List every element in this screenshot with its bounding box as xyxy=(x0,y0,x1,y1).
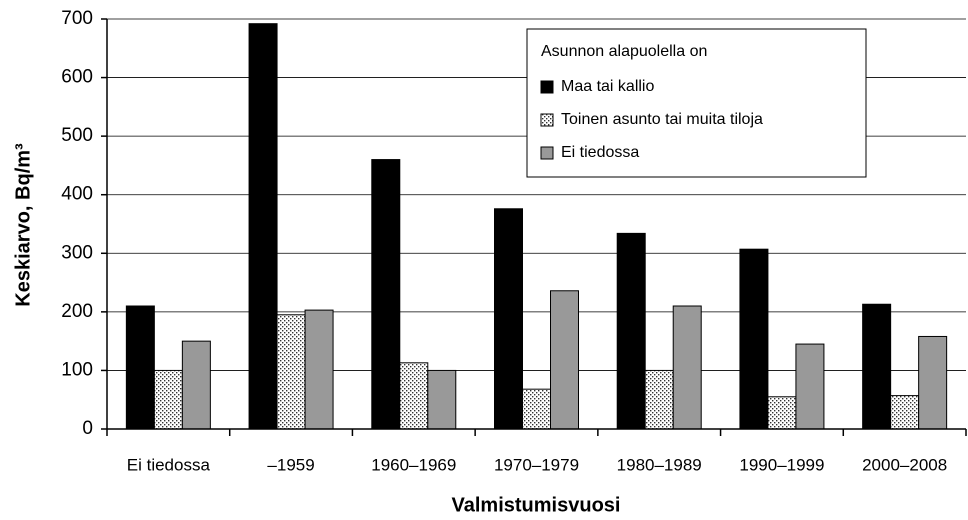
legend-title: Asunnon alapuolella on xyxy=(541,43,707,60)
bar xyxy=(153,369,183,430)
x-tick-label: –1959 xyxy=(267,455,314,474)
bar xyxy=(248,23,278,430)
bar xyxy=(862,303,892,430)
x-tick-label: 2000–2008 xyxy=(862,455,947,474)
x-tick-label: Ei tiedossa xyxy=(127,455,211,474)
y-tick-label: 300 xyxy=(61,242,93,263)
legend-label: Ei tiedossa xyxy=(561,144,639,161)
bar xyxy=(522,388,551,430)
y-tick-label: 700 xyxy=(61,8,93,29)
bar xyxy=(427,369,457,430)
bar xyxy=(399,362,429,430)
bar xyxy=(550,290,579,430)
bar xyxy=(276,314,306,430)
bar xyxy=(371,159,401,430)
y-tick-label: 500 xyxy=(61,125,93,146)
legend-swatch xyxy=(540,80,554,94)
y-tick-label: 0 xyxy=(82,418,93,439)
bar xyxy=(739,248,769,430)
legend-label: Toinen asunto tai muita tiloja xyxy=(561,111,763,128)
bar xyxy=(644,369,674,430)
legend-label: Maa tai kallio xyxy=(561,78,654,95)
x-tick-label: 1990–1999 xyxy=(739,455,824,474)
x-tick-label: 1980–1989 xyxy=(617,455,702,474)
y-tick-label: 600 xyxy=(61,67,93,88)
legend-swatch xyxy=(540,113,554,127)
bar xyxy=(304,309,334,430)
y-tick-label: 400 xyxy=(61,184,93,205)
bar xyxy=(672,305,702,430)
bar xyxy=(125,305,155,430)
y-tick-label: 200 xyxy=(61,301,93,322)
legend-box xyxy=(526,28,867,178)
bar xyxy=(767,396,797,430)
bar xyxy=(494,208,523,430)
x-tick-label: 1960–1969 xyxy=(371,455,456,474)
y-axis-title: Keskiarvo, Bq/m³ xyxy=(12,143,34,307)
bar xyxy=(890,395,920,430)
x-axis-title: Valmistumisvuosi xyxy=(452,494,621,516)
bar xyxy=(181,340,211,430)
bar xyxy=(918,335,948,430)
bar xyxy=(795,343,825,430)
x-tick-label: 1970–1979 xyxy=(494,455,579,474)
legend-swatch xyxy=(540,146,554,160)
y-tick-label: 100 xyxy=(61,359,93,380)
bar xyxy=(616,232,646,430)
